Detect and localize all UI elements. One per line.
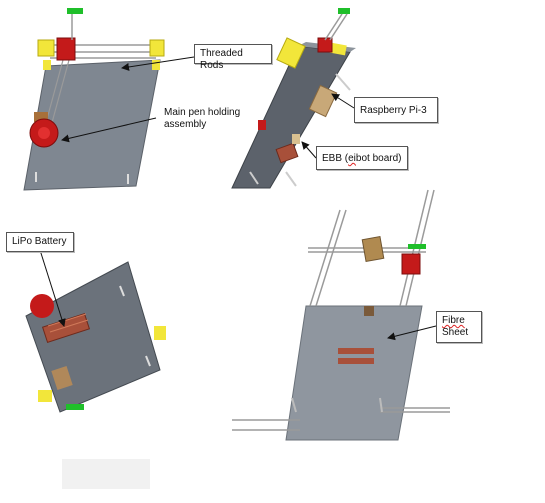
raspberry-pi-label: Raspberry Pi-3 [354, 97, 438, 123]
base-plate-perspective [285, 305, 423, 441]
ebb-board-icon [275, 142, 299, 164]
threaded-rods-label: Threaded Rods [194, 44, 272, 71]
vertical-rod [49, 59, 70, 131]
green-part-icon [408, 244, 426, 249]
red-stepper-motor-icon [317, 37, 333, 53]
threaded-rods-arrow [121, 56, 195, 71]
fibre-sheet-arrow [387, 325, 437, 341]
green-part-icon [67, 8, 83, 14]
green-part-icon [66, 404, 84, 410]
view-underside [25, 261, 166, 413]
green-part-icon [338, 8, 350, 14]
yellow-bracket-icon [43, 60, 51, 70]
footer-smudge [62, 459, 150, 489]
main-pen-line2: assembly [164, 119, 207, 130]
yellow-bracket-icon [152, 60, 160, 70]
main-pen-arrow [61, 117, 157, 143]
fibre-line1: Fibre [442, 315, 465, 326]
base-plate-front [23, 59, 161, 191]
view-front [23, 8, 165, 191]
view-perspective [232, 189, 450, 441]
yellow-bracket-icon [154, 326, 166, 340]
red-stepper-motor-icon [56, 37, 76, 61]
ebb-prefix: EBB ( [322, 153, 349, 164]
view-side [231, 8, 356, 189]
raspberry-pi-board-icon [308, 84, 338, 118]
ebb-arrow [301, 141, 317, 159]
yellow-bracket-icon [276, 37, 306, 69]
yellow-bracket-icon [149, 39, 165, 57]
fibre-sheet-label: Fibre Sheet [436, 311, 482, 343]
main-pen-line1: Main pen holding [164, 107, 241, 118]
ebb-board-icon [338, 348, 374, 354]
lipo-battery-label: LiPo Battery [6, 232, 74, 252]
yellow-bracket-icon [38, 390, 52, 402]
ebb-squiggle: ei [348, 153, 356, 164]
callout-arrows [39, 56, 437, 341]
fibre-line2: Sheet [442, 327, 469, 338]
ebb-board-icon [338, 358, 374, 364]
yellow-bracket-icon [329, 42, 347, 56]
lipo-battery-arrow [39, 249, 66, 327]
ebb-label: EBB (eibot board) [316, 146, 408, 170]
main-pen-holding-label: Main pen holding assembly [164, 107, 250, 131]
yellow-bracket-icon [37, 39, 55, 57]
ebb-suffix: bot board) [355, 153, 402, 164]
raspberry-pi-arrow [331, 93, 355, 109]
red-pen-holder-icon [30, 294, 54, 318]
red-stepper-motor-icon [401, 253, 421, 275]
